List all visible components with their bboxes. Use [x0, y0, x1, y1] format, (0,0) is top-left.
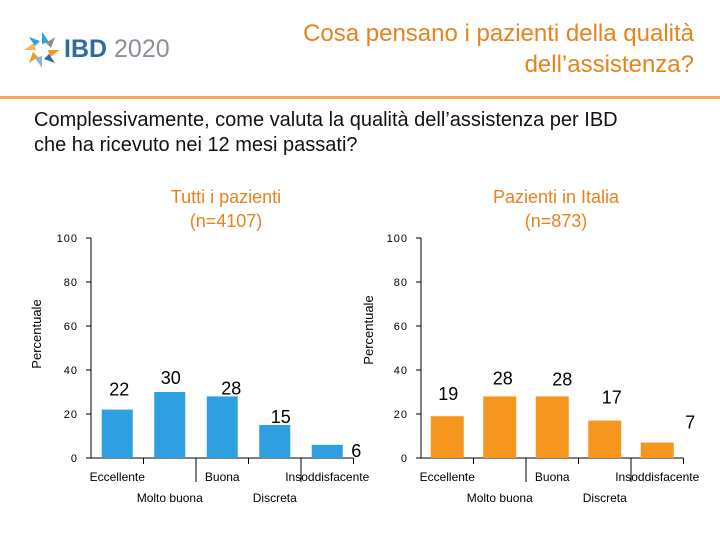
chart-2-title: Pazienti in Italia [493, 187, 620, 207]
chart-1-bar-insoddisfacente [311, 444, 343, 458]
chart-1-y-tick-label: 0 [71, 453, 78, 465]
chart-2-x-tick-label: Discreta [583, 491, 627, 505]
chart-1-y-tick-label: 80 [64, 277, 78, 289]
chart-1-data-label: 6 [351, 441, 361, 461]
chart-2-y-tick-label: 40 [394, 365, 408, 377]
chart-1-bar-discreta [259, 425, 291, 458]
chart-2-bar-insoddisfacente [640, 442, 674, 458]
chart-1-y-tick-label: 40 [64, 365, 78, 377]
survey-question-line-1: Complessivamente, come valuta la qualità… [34, 109, 618, 131]
chart-2-data-label: 28 [493, 368, 513, 388]
logo-flower-icon [24, 32, 60, 68]
chart-2-bar-discreta [588, 420, 622, 458]
page-title-line-2: dell’assistenza? [524, 51, 694, 78]
chart-1-x-tick-label: Insoddisfacente [285, 470, 369, 484]
chart-2-bar-buona [535, 396, 569, 458]
chart-1-x-tick-label: Buona [205, 470, 240, 484]
chart-1-y-tick-label: 60 [64, 321, 78, 333]
chart-1-data-label: 22 [109, 380, 129, 400]
chart-1-subtitle: (n=4107) [190, 211, 263, 231]
chart-1-y-axis-label: Percentuale [29, 299, 44, 368]
chart-1-title: Tutti i pazienti [171, 187, 281, 207]
chart-2-data-label: 7 [685, 413, 695, 433]
chart-2-bar-eccellente [430, 416, 464, 458]
chart-2-bar-molto-buona [483, 396, 517, 458]
page-title: Cosa pensano i pazienti della qualità de… [234, 18, 694, 80]
chart-2-y-tick-label: 60 [394, 321, 408, 333]
chart-2-data-label: 19 [438, 384, 458, 404]
chart-1-bar-eccellente [101, 409, 133, 458]
chart-1-x-tick-label: Discreta [253, 491, 297, 505]
chart-1-bar-molto-buona [154, 392, 186, 458]
logo-text-ibd: IBD [64, 35, 108, 63]
header-divider [0, 96, 720, 99]
logo-text-year: 2020 [114, 35, 170, 63]
chart-2-subtitle: (n=873) [525, 211, 588, 231]
chart-2-x-tick-label: Molto buona [467, 491, 533, 505]
chart-1-bar-buona [206, 396, 238, 458]
chart-2-y-axis-label: Percentuale [361, 295, 376, 364]
survey-question-line-2: che ha ricevuto nei 12 mesi passati? [34, 134, 358, 156]
chart-1-data-label: 15 [271, 407, 291, 427]
chart-1-x-tick-label: Molto buona [137, 491, 203, 505]
chart-1-y-tick-label: 100 [57, 233, 78, 245]
chart-2-y-tick-label: 100 [387, 233, 408, 245]
survey-question: Complessivamente, come valuta la qualità… [34, 108, 694, 158]
chart-2-x-tick-label: Buona [535, 470, 570, 484]
chart-1-data-label: 28 [221, 378, 241, 398]
chart-2-data-label: 17 [602, 388, 622, 408]
chart-2-y-tick-label: 80 [394, 277, 408, 289]
chart-1-data-label: 30 [161, 368, 181, 388]
chart-2-x-tick-label: Insoddisfacente [615, 470, 699, 484]
chart-1-y-tick-label: 20 [64, 409, 78, 421]
page-title-line-1: Cosa pensano i pazienti della qualità [303, 20, 694, 47]
chart-2-y-tick-label: 0 [401, 453, 408, 465]
ibd2020-logo: IBD 2020 [22, 28, 172, 72]
chart-1-x-tick-label: Eccellente [90, 470, 146, 484]
chart-2-data-label: 28 [552, 369, 572, 389]
chart-2-x-tick-label: Eccellente [420, 470, 476, 484]
chart-2-y-tick-label: 20 [394, 409, 408, 421]
